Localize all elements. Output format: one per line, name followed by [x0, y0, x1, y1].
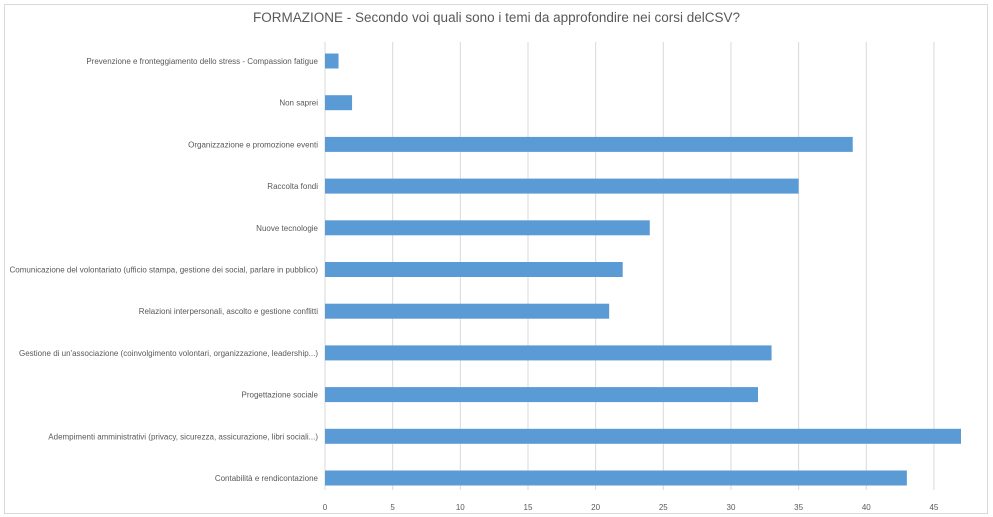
x-tick-label: 45 [929, 503, 938, 512]
bar [325, 220, 650, 236]
x-tick-label: 25 [659, 503, 668, 512]
category-label: Organizzazione e promozione eventi [188, 140, 318, 149]
x-tick-label: 5 [390, 503, 395, 512]
category-label: Relazioni interpersonali, ascolto e gest… [139, 307, 318, 316]
bar [325, 136, 853, 152]
bar [325, 470, 907, 486]
category-label: Comunicazione del volontariato (ufficio … [10, 266, 319, 275]
x-tick-label: 30 [727, 503, 736, 512]
chart-frame [4, 4, 988, 514]
category-label: Adempimenti amministrativi (privacy, sic… [48, 432, 318, 441]
x-tick-label: 40 [862, 503, 871, 512]
x-tick-label: 0 [323, 503, 328, 512]
category-label: Prevenzione e fronteggiamento dello stre… [86, 57, 318, 66]
bar [325, 387, 759, 403]
x-tick-label: 20 [591, 503, 600, 512]
bar [325, 428, 961, 444]
x-tick-label: 35 [794, 503, 803, 512]
category-labels: Prevenzione e fronteggiamento dello stre… [10, 57, 319, 483]
bars [325, 53, 961, 486]
chart-title: FORMAZIONE - Secondo voi quali sono i te… [253, 10, 740, 25]
bar [325, 262, 623, 277]
category-label: Non saprei [279, 99, 318, 108]
x-tick-label: 15 [524, 503, 533, 512]
x-tick-labels: 0 5 10 15 20 25 30 35 40 45 [323, 503, 939, 512]
category-label: Progettazione sociale [242, 391, 319, 400]
bar [325, 95, 353, 111]
category-label: Raccolta fondi [267, 182, 318, 191]
bar [325, 178, 799, 194]
category-label: Gestione di un'associazione (coinvolgime… [19, 349, 318, 358]
category-label: Nuove tecnologie [256, 224, 318, 233]
category-label: Contabilità e rendicontazione [215, 474, 319, 483]
bar [325, 303, 610, 319]
x-tick-label: 10 [456, 503, 465, 512]
bar [325, 345, 772, 361]
bar [325, 53, 339, 69]
